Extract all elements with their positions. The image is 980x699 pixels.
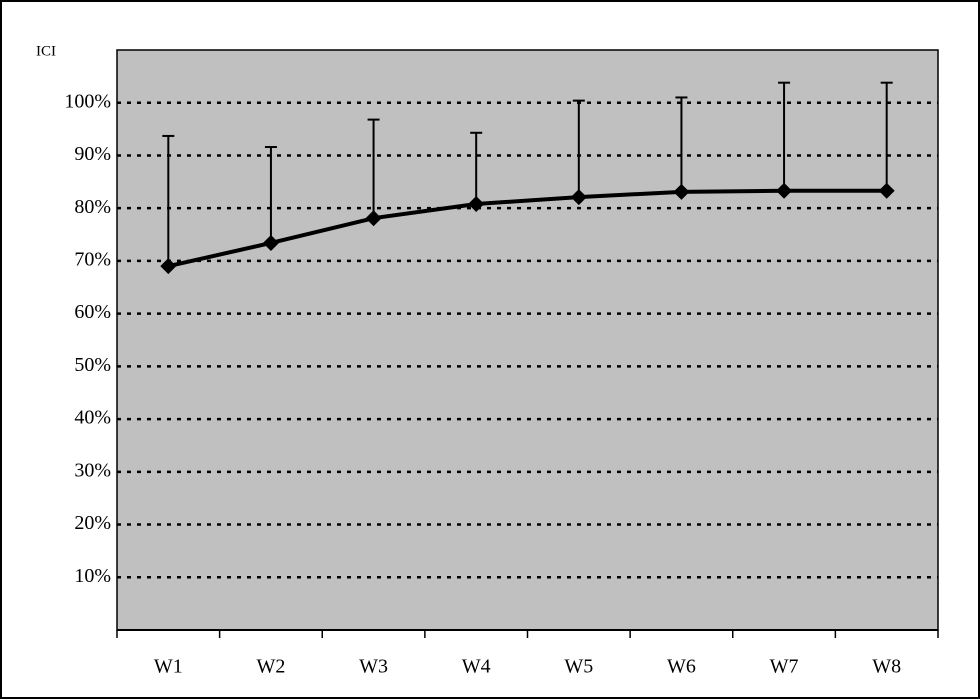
error-bar xyxy=(264,146,277,243)
y-tick-label: 90% xyxy=(74,143,111,165)
x-tick-label: W2 xyxy=(256,656,285,678)
error-bar xyxy=(675,96,688,192)
plot-area xyxy=(116,49,939,631)
error-bar xyxy=(880,81,893,191)
y-tick-label: 70% xyxy=(74,249,111,271)
y-tick-label: 80% xyxy=(74,196,111,218)
y-tick-label: 60% xyxy=(74,301,111,323)
data-point xyxy=(365,210,382,227)
data-point xyxy=(776,182,793,199)
data-point xyxy=(262,234,279,251)
y-tick-label: 50% xyxy=(74,354,111,376)
x-tick-label: W3 xyxy=(359,656,388,678)
error-bar xyxy=(572,99,585,198)
data-point xyxy=(160,258,177,275)
series-line xyxy=(167,188,887,269)
error-bar xyxy=(470,131,483,204)
x-tick-label: W5 xyxy=(564,656,593,678)
data-point xyxy=(878,182,895,199)
x-tick-label: W4 xyxy=(462,656,491,678)
error-bar xyxy=(162,134,175,267)
error-bar xyxy=(367,118,380,219)
y-axis-label: ICI xyxy=(36,43,56,59)
x-tick-label: W7 xyxy=(770,656,799,678)
y-tick-label: 40% xyxy=(74,407,111,429)
data-point xyxy=(673,183,690,200)
data-point xyxy=(570,189,587,206)
y-tick-label: 20% xyxy=(74,512,111,534)
error-bar xyxy=(778,81,791,191)
data-point xyxy=(468,195,485,212)
x-tick-label: W6 xyxy=(667,656,696,678)
y-tick-label: 10% xyxy=(74,565,111,587)
y-tick-label: 100% xyxy=(64,90,111,112)
x-tick-label: W1 xyxy=(154,656,183,678)
x-tick-label: W8 xyxy=(872,656,901,678)
y-tick-label: 30% xyxy=(74,459,111,481)
